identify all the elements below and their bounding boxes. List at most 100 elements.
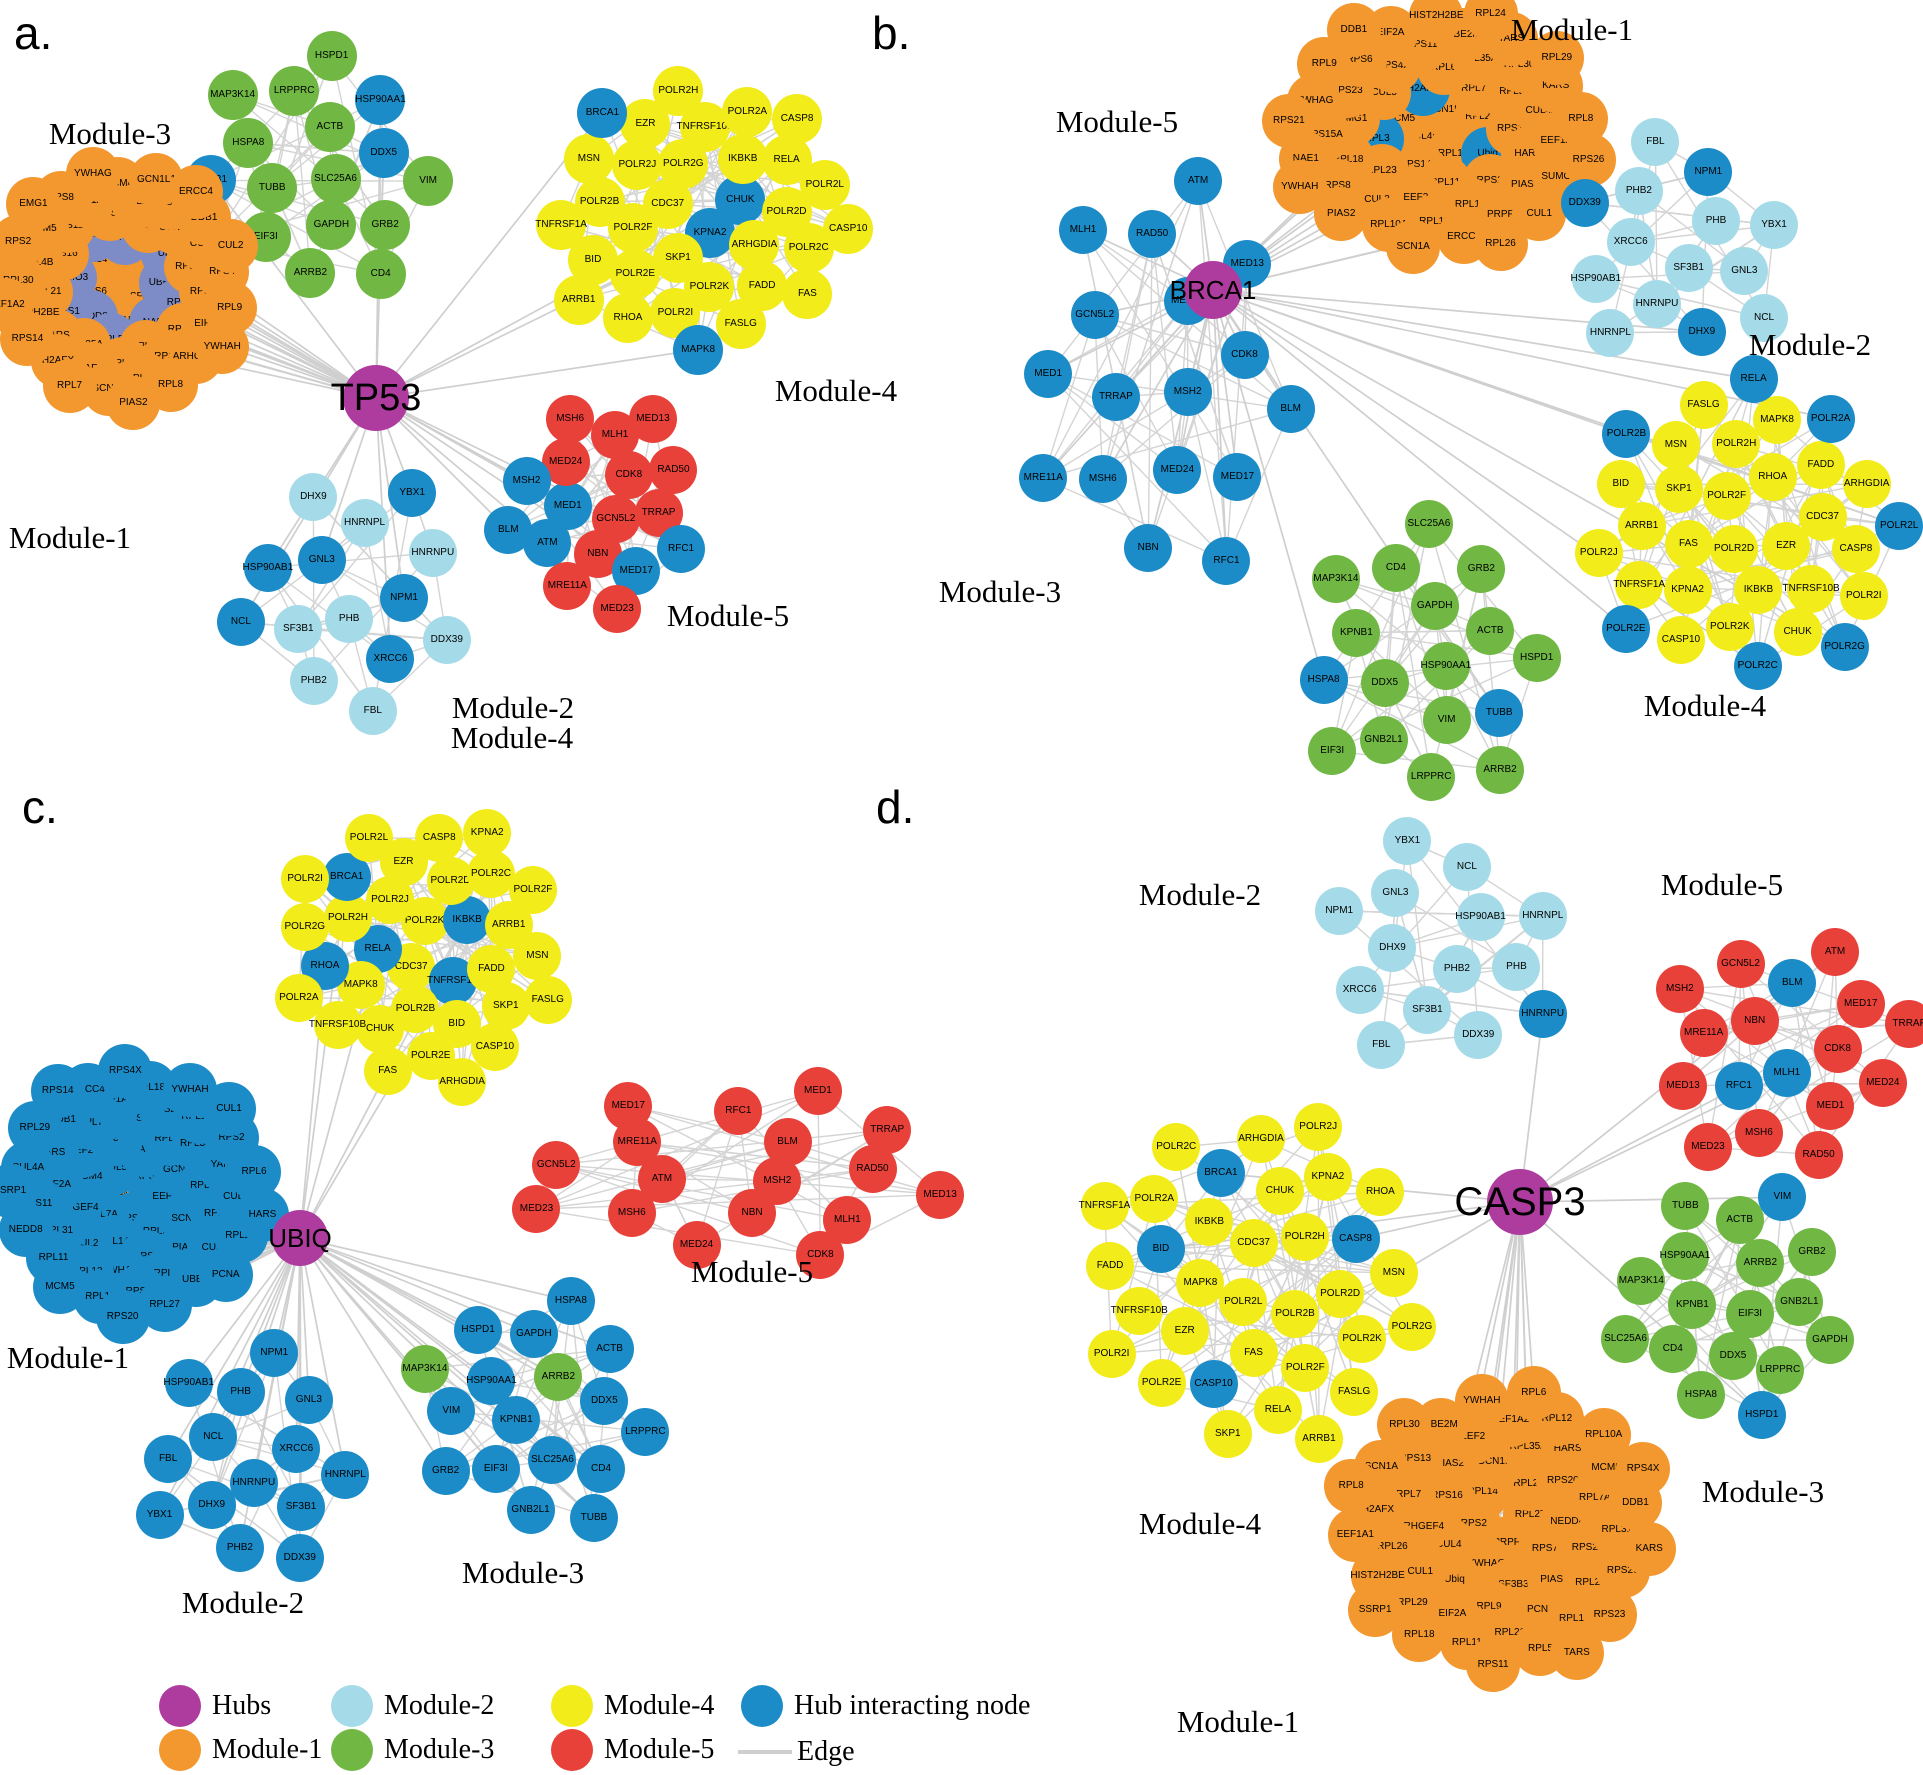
node-label: ATM <box>651 1172 673 1184</box>
node-label: HSPA8 <box>1684 1389 1717 1401</box>
edge <box>1279 1191 1306 1368</box>
node-label: BRCA1 <box>329 871 364 883</box>
node-label: BID <box>1612 478 1630 490</box>
node-label: CD4 <box>1662 1343 1683 1354</box>
node-mcm5: MCM5 <box>32 1259 87 1314</box>
node-label: POLR2E <box>1606 622 1646 634</box>
edge <box>1042 314 1096 479</box>
node-label: POLR2L <box>349 831 389 843</box>
node-label: LRPPRC <box>625 1425 666 1437</box>
node-label: YBX1 <box>1394 834 1421 846</box>
edge <box>1339 910 1543 917</box>
node-hars: HARS <box>235 1188 290 1243</box>
node-trrap: TRRAP <box>863 1105 912 1154</box>
node-label: ARRB2 <box>541 1371 576 1383</box>
node-rpl6: RPL6 <box>1506 1365 1561 1420</box>
node-label: EEF1A1 <box>1540 135 1578 147</box>
node-ezr: EZR <box>1160 1307 1209 1356</box>
node-label: ATM <box>537 537 558 549</box>
node-msh6: MSH6 <box>1734 1109 1783 1158</box>
node-label: FBL <box>1372 1038 1391 1050</box>
node-label: POLR2J <box>618 158 657 170</box>
node-label: MAP3K14 <box>1618 1275 1664 1287</box>
node-label: CUL2 <box>217 240 244 252</box>
node-label: MAPK8 <box>681 343 716 355</box>
node-polr2b: POLR2B <box>1602 410 1651 459</box>
node-label: PHB2 <box>1443 962 1470 974</box>
node-map3k14: MAP3K14 <box>400 1344 449 1393</box>
node-label: HSPA8 <box>1307 674 1340 686</box>
node-label: POLR2C <box>1737 660 1778 672</box>
node-ybx1: YBX1 <box>135 1490 184 1539</box>
node-faslg: FASLG <box>523 976 572 1025</box>
legend-swatch-module-5 <box>551 1729 593 1771</box>
edge <box>1047 180 1199 375</box>
node-label: YWHAH <box>203 341 241 353</box>
hub-casp3: CASP3 <box>1454 1169 1586 1235</box>
edge <box>210 99 381 182</box>
node-label: RELA <box>1740 373 1767 385</box>
edge <box>293 91 312 274</box>
node-label: CDC37 <box>394 960 428 972</box>
node-label: GRB2 <box>1467 563 1495 575</box>
node-label: RPL12 <box>85 1291 116 1303</box>
edge <box>1519 1085 1740 1203</box>
node-label: DDX39 <box>1462 1028 1495 1040</box>
node-vim: VIM <box>403 156 454 207</box>
node-label: CASP10 <box>829 222 868 234</box>
node-label: GCN5L2 <box>1721 958 1760 970</box>
node-label: ATM <box>1824 945 1846 957</box>
node-label: ACTB <box>316 120 344 132</box>
node-label: CUL2 <box>72 1238 99 1250</box>
node-label: TARS <box>1563 1647 1590 1659</box>
node-label: SKP1 <box>665 251 691 263</box>
node-label: GNL3 <box>1731 265 1758 277</box>
node-label: POLR2F <box>613 222 653 234</box>
node-tubb: TUBB <box>1475 689 1524 738</box>
node-label: POLR2H <box>1284 1230 1325 1242</box>
node-vim: VIM <box>427 1387 476 1436</box>
node-casp10: CASP10 <box>823 203 874 254</box>
node-label: RPL6 <box>241 1166 267 1178</box>
node-label: HSP90AA1 <box>1420 659 1472 671</box>
node-label: EIF3I <box>1738 1307 1763 1319</box>
node-label: POLR2I <box>1093 1348 1130 1360</box>
node-label: ARHGDIA <box>439 1076 485 1088</box>
node-label: HSP90AB1 <box>242 561 294 573</box>
node-label: EEF2 <box>68 1144 94 1156</box>
edge <box>1212 289 1239 478</box>
node-polr2h: POLR2H <box>653 66 704 117</box>
node-label: FADD <box>1096 1259 1124 1271</box>
node-label: MAPK8 <box>343 979 378 991</box>
node-label: BLM <box>777 1136 798 1148</box>
node-label: POLR2D <box>430 875 471 887</box>
node-med17: MED17 <box>604 1081 653 1130</box>
node-label: CASP8 <box>1339 1232 1372 1244</box>
node-label: RPS2 <box>5 236 32 248</box>
node-label: YWHAH <box>171 1084 209 1096</box>
node-dhx9: DHX9 <box>289 473 338 522</box>
node-label: IKBKB <box>452 913 482 925</box>
node-label: KPNB1 <box>1676 1299 1709 1311</box>
node-label: TNFRSF1A <box>1078 1200 1131 1212</box>
node-gcn5l2: GCN5L2 <box>532 1140 581 1189</box>
node-hnrnpu: HNRNPU <box>1632 279 1681 328</box>
node-label: RPL13 <box>1419 215 1450 227</box>
node-label: POLR2J <box>1579 547 1618 559</box>
node-label: CUL1 <box>1407 1566 1434 1578</box>
node-hnrnpu: HNRNPU <box>229 1458 278 1507</box>
node-lrpprc: LRPPRC <box>1407 753 1456 802</box>
node-emg1: EMG1 <box>6 177 61 232</box>
node-rps14: RPS14 <box>30 1063 85 1118</box>
node-rfc1: RFC1 <box>657 525 706 574</box>
node-phb: PHB <box>216 1368 265 1417</box>
node-label: GCN1L1 <box>1477 1456 1517 1468</box>
node-label: NEDD8 <box>1550 1515 1585 1527</box>
node-rps21: RPS21 <box>1261 94 1316 149</box>
node-label: POLR2K <box>1342 1332 1382 1344</box>
node-label: RPL11 <box>1430 176 1461 188</box>
node-hspd1: HSPD1 <box>454 1305 503 1354</box>
node-label: XRCC6 <box>1342 983 1377 995</box>
node-label: TNFRSF10B <box>1110 1305 1168 1317</box>
